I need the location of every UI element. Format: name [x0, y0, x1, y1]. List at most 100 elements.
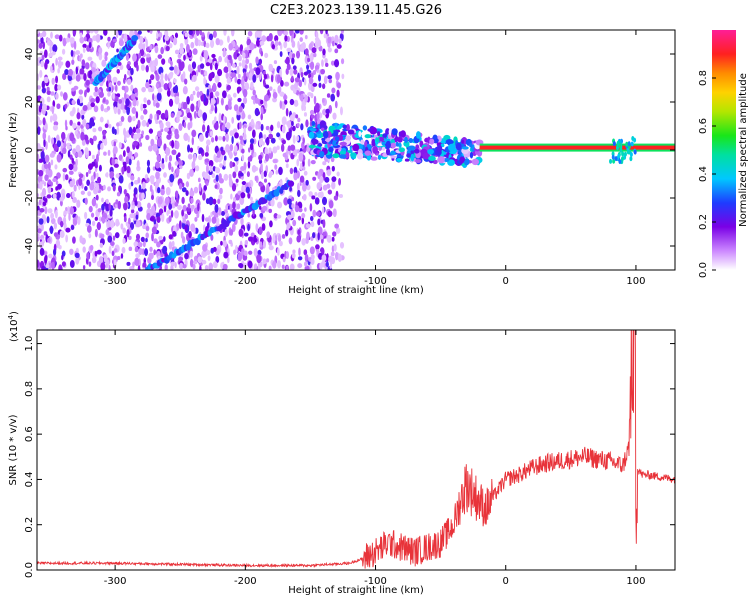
noise-speckle [47, 134, 51, 143]
noise-speckle [257, 249, 262, 256]
noise-speckle [101, 197, 104, 203]
noise-speckle [37, 153, 40, 163]
noise-speckle [117, 200, 122, 210]
noise-speckle [107, 41, 110, 49]
noise-speckle [116, 80, 121, 86]
noise-speckle [228, 43, 233, 51]
noise-speckle [118, 185, 122, 193]
noise-speckle [126, 106, 130, 116]
noise-speckle [128, 126, 133, 136]
carrier-onset [377, 131, 381, 137]
noise-speckle [72, 30, 77, 36]
noise-speckle [79, 36, 85, 44]
noise-speckle [87, 163, 93, 171]
noise-speckle [321, 254, 327, 262]
noise-speckle [70, 224, 75, 230]
noise-speckle [95, 194, 99, 201]
noise-speckle [248, 62, 253, 70]
colorbar-tick-label: 0.8 [698, 70, 709, 86]
noise-speckle [68, 170, 74, 175]
noise-speckle [331, 181, 336, 190]
noise-speckle [127, 115, 132, 123]
noise-speckle [247, 223, 251, 232]
noise-speckle [199, 90, 203, 96]
noise-speckle [142, 103, 147, 109]
carrier-onset [373, 134, 379, 138]
noise-speckle [243, 232, 249, 237]
noise-speckle [83, 36, 87, 42]
carrier-onset [469, 151, 474, 159]
carrier-onset [311, 120, 316, 126]
noise-speckle [303, 78, 307, 86]
noise-speckle [212, 261, 218, 269]
noise-speckle [184, 213, 189, 219]
noise-speckle [71, 87, 76, 92]
noise-speckle [265, 125, 270, 131]
noise-speckle [261, 223, 266, 231]
noise-speckle [49, 225, 54, 235]
noise-speckle [80, 131, 85, 141]
noise-speckle [250, 232, 255, 238]
noise-speckle [169, 66, 175, 71]
noise-speckle [283, 93, 287, 102]
noise-speckle [140, 57, 146, 64]
noise-speckle [299, 30, 304, 35]
noise-speckle [194, 216, 198, 222]
carrier-onset [311, 139, 319, 145]
noise-speckle [212, 30, 217, 38]
noise-speckle [98, 256, 104, 264]
colorbar-label: Normalized spectral amplitude [738, 73, 749, 227]
noise-speckle [64, 119, 68, 128]
carrier-onset [332, 140, 337, 146]
noise-speckle [146, 177, 150, 183]
noise-speckle [44, 197, 48, 203]
noise-speckle [310, 220, 315, 228]
noise-speckle [112, 235, 116, 241]
noise-speckle [172, 36, 178, 46]
noise-speckle [72, 122, 77, 129]
noise-speckle [113, 259, 117, 268]
noise-speckle [189, 168, 194, 177]
noise-speckle [182, 101, 188, 110]
noise-speckle [306, 184, 311, 191]
noise-speckle [327, 210, 333, 217]
noise-speckle [123, 33, 128, 42]
noise-speckle [48, 262, 52, 269]
noise-speckle [270, 124, 274, 132]
noise-speckle [165, 147, 171, 156]
noise-speckle [107, 186, 111, 192]
noise-speckle [118, 154, 123, 161]
noise-speckle [220, 240, 223, 246]
noise-speckle [135, 214, 139, 220]
noise-speckle [237, 253, 243, 262]
noise-speckle [65, 206, 68, 212]
noise-speckle [297, 189, 301, 198]
noise-speckle [46, 216, 50, 224]
noise-speckle [295, 50, 301, 59]
noise-speckle [56, 140, 62, 148]
noise-speckle [55, 92, 59, 100]
noise-speckle [302, 193, 307, 201]
noise-speckle [133, 87, 138, 94]
noise-speckle [113, 141, 116, 147]
spectrogram-ytick-label: 0 [24, 147, 35, 153]
noise-speckle [301, 41, 306, 51]
noise-speckle [333, 195, 339, 201]
noise-speckle [285, 56, 290, 65]
noise-speckle [259, 212, 264, 218]
noise-speckle [109, 208, 113, 217]
noise-speckle [123, 127, 126, 136]
noise-speckle [104, 123, 109, 129]
colorbar: 0.0 0.2 0.4 0.6 0.8 Normalized spectral ampl… [698, 30, 749, 278]
noise-speckle [65, 125, 68, 131]
noise-speckle [319, 176, 324, 183]
noise-speckle [302, 166, 306, 171]
noise-speckle [251, 95, 256, 100]
noise-speckle [121, 166, 125, 175]
noise-speckle [260, 162, 263, 172]
noise-speckle [292, 219, 297, 227]
noise-speckle [324, 176, 330, 183]
noise-speckle [123, 73, 127, 81]
noise-speckle [331, 236, 335, 242]
noise-speckle [274, 40, 279, 47]
